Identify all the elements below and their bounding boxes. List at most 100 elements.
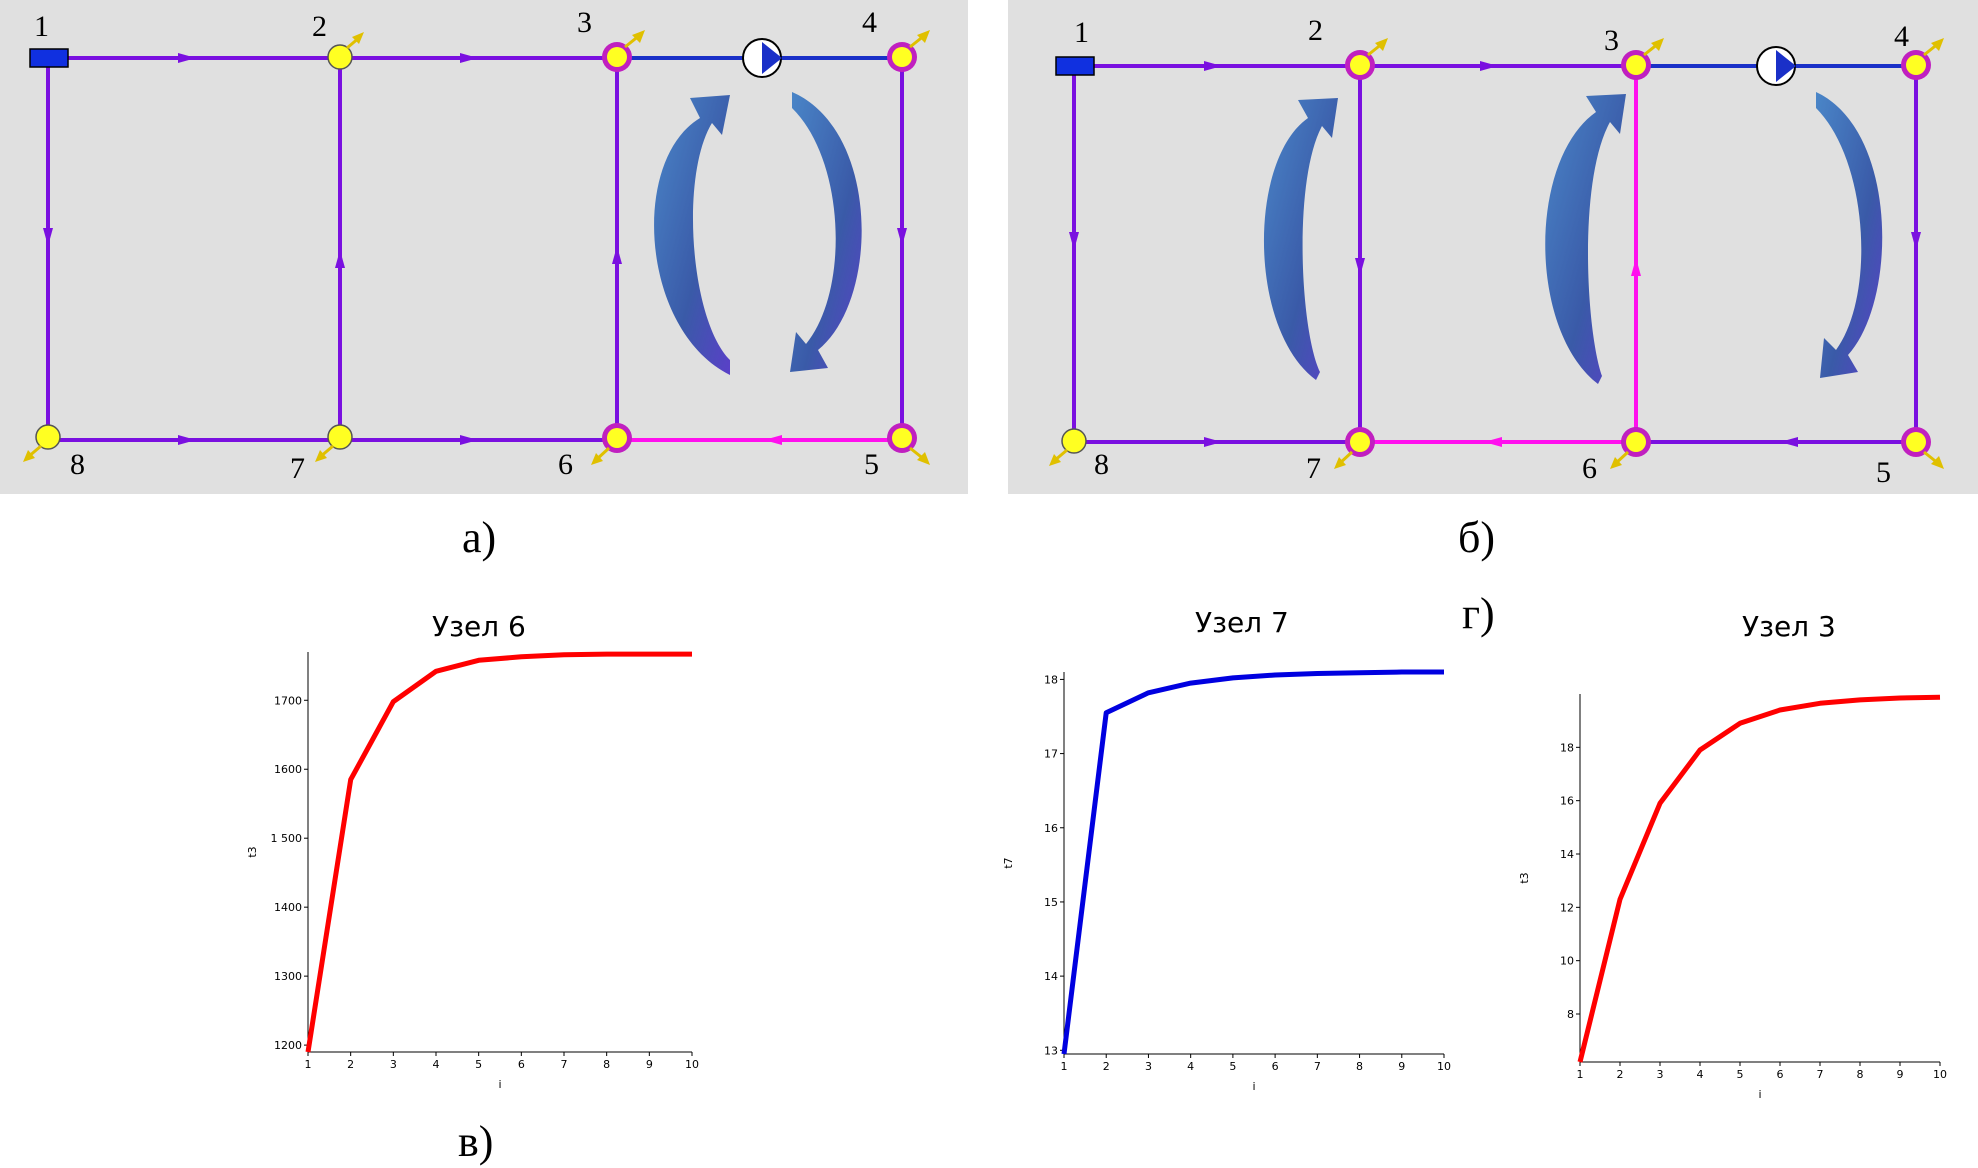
x-tick-label: 7 bbox=[1314, 1060, 1321, 1073]
y-tick-label: 8 bbox=[1567, 1008, 1574, 1021]
x-tick-label: 3 bbox=[1657, 1068, 1664, 1081]
y-tick-label: 1700 bbox=[274, 694, 302, 707]
flow-arrow bbox=[43, 228, 53, 246]
flow-arrow bbox=[1631, 258, 1641, 276]
x-tick-label: 10 bbox=[1933, 1068, 1947, 1081]
y-tick-label: 12 bbox=[1560, 901, 1574, 914]
x-tick-label: 1 bbox=[305, 1058, 312, 1071]
x-tick-label: 4 bbox=[433, 1058, 440, 1071]
x-tick-label: 5 bbox=[1737, 1068, 1744, 1081]
node-4 bbox=[1901, 38, 1944, 80]
circulation-arrow-icon bbox=[1545, 94, 1626, 384]
caption-b: б) bbox=[1458, 513, 1496, 562]
scheme-b-network: 1 2 3 4 5 6 7 8 bbox=[1049, 14, 1944, 489]
node-label: 6 bbox=[558, 448, 573, 481]
node-2 bbox=[1345, 38, 1388, 80]
node-label: 4 bbox=[862, 6, 877, 39]
y-tick-label: 10 bbox=[1560, 955, 1574, 968]
node-label: 3 bbox=[577, 6, 592, 39]
y-tick-label: 16 bbox=[1044, 822, 1058, 835]
x-tick-label: 2 bbox=[1103, 1060, 1110, 1073]
node-6 bbox=[1610, 427, 1651, 469]
y-tick-label: 15 bbox=[1044, 896, 1058, 909]
node-label: 2 bbox=[1308, 14, 1323, 47]
x-tick-label: 3 bbox=[1145, 1060, 1152, 1073]
y-tick-label: 18 bbox=[1044, 673, 1058, 686]
circulation-arrow-icon bbox=[654, 95, 730, 375]
caption-a: а) bbox=[462, 513, 497, 562]
node-label: 7 bbox=[1306, 452, 1321, 485]
y-tick-label: 17 bbox=[1044, 748, 1058, 761]
node-4 bbox=[887, 30, 930, 72]
series-line bbox=[305, 651, 692, 1053]
x-tick-label: 9 bbox=[646, 1058, 653, 1071]
y-tick-label: 1400 bbox=[274, 901, 302, 914]
y-tick-label: 1 500 bbox=[271, 832, 303, 845]
x-tick-label: 6 bbox=[1777, 1068, 1784, 1081]
flow-arrow bbox=[1484, 437, 1502, 447]
circulation-arrow-icon bbox=[1816, 92, 1883, 378]
node-label: 5 bbox=[864, 448, 879, 481]
chart-title: Узел 7 bbox=[1195, 606, 1289, 639]
node-5 bbox=[887, 423, 930, 465]
y-tick-label: 14 bbox=[1044, 970, 1058, 983]
node-6 bbox=[591, 423, 632, 465]
node-7 bbox=[1334, 427, 1375, 469]
y-axis-label: t3 bbox=[246, 846, 259, 857]
flow-arrow bbox=[1204, 437, 1222, 447]
x-tick-label: 10 bbox=[1437, 1060, 1451, 1073]
x-axis-label: i bbox=[1252, 1080, 1255, 1093]
x-tick-label: 1 bbox=[1061, 1060, 1068, 1073]
caption-v: в) bbox=[458, 1117, 494, 1166]
y-tick-label: 1200 bbox=[274, 1039, 302, 1052]
x-axis-label: i bbox=[498, 1078, 501, 1091]
flow-arrow bbox=[460, 435, 478, 445]
y-tick-label: 16 bbox=[1560, 795, 1574, 808]
flow-arrow bbox=[460, 53, 478, 63]
x-tick-label: 3 bbox=[390, 1058, 397, 1071]
y-tick-label: 13 bbox=[1044, 1044, 1058, 1057]
node-label: 5 bbox=[1876, 456, 1891, 489]
x-tick-label: 5 bbox=[475, 1058, 482, 1071]
node-label: 7 bbox=[290, 452, 305, 485]
node-label: 8 bbox=[70, 448, 85, 481]
x-tick-label: 7 bbox=[561, 1058, 568, 1071]
node-label: 6 bbox=[1582, 452, 1597, 485]
x-tick-label: 10 bbox=[685, 1058, 699, 1071]
source-node-icon bbox=[1055, 56, 1095, 76]
y-tick-label: 18 bbox=[1560, 741, 1574, 754]
flow-arrow bbox=[335, 250, 345, 268]
node-label: 2 bbox=[312, 10, 327, 43]
node-label: 1 bbox=[1074, 16, 1089, 49]
x-tick-label: 5 bbox=[1229, 1060, 1236, 1073]
x-tick-label: 8 bbox=[603, 1058, 610, 1071]
flow-arrow bbox=[764, 435, 782, 445]
x-tick-label: 2 bbox=[1617, 1068, 1624, 1081]
node-2 bbox=[327, 32, 364, 70]
x-tick-label: 1 bbox=[1577, 1068, 1584, 1081]
node-label: 3 bbox=[1604, 24, 1619, 57]
x-tick-label: 6 bbox=[518, 1058, 525, 1071]
scheme-b-panel bbox=[1008, 0, 1978, 494]
flow-arrow bbox=[1355, 258, 1365, 276]
x-tick-label: 7 bbox=[1817, 1068, 1824, 1081]
x-tick-label: 9 bbox=[1398, 1060, 1405, 1073]
node-7 bbox=[315, 424, 353, 462]
x-tick-label: 2 bbox=[347, 1058, 354, 1071]
node-3 bbox=[602, 30, 645, 72]
flow-arrow bbox=[1069, 232, 1079, 250]
x-tick-label: 4 bbox=[1187, 1060, 1194, 1073]
x-tick-label: 8 bbox=[1356, 1060, 1363, 1073]
circulation-arrow-icon bbox=[790, 92, 862, 372]
x-tick-label: 6 bbox=[1272, 1060, 1279, 1073]
node-8 bbox=[1049, 428, 1087, 466]
flow-arrow bbox=[612, 246, 622, 264]
x-tick-label: 8 bbox=[1857, 1068, 1864, 1081]
x-tick-label: 4 bbox=[1697, 1068, 1704, 1081]
node-label: 8 bbox=[1094, 448, 1109, 481]
node-3 bbox=[1621, 38, 1664, 80]
flow-arrow bbox=[178, 53, 196, 63]
chart-title: Узел 6 bbox=[432, 610, 526, 643]
node-label: 4 bbox=[1894, 20, 1909, 53]
y-tick-label: 1600 bbox=[274, 763, 302, 776]
